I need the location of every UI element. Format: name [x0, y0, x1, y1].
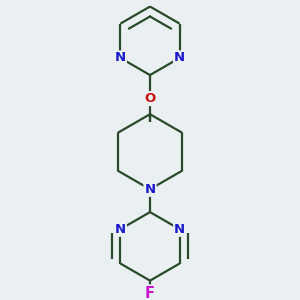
Text: N: N: [144, 183, 156, 196]
Text: O: O: [144, 92, 156, 105]
Text: N: N: [115, 51, 126, 64]
Text: F: F: [145, 286, 155, 300]
Text: N: N: [174, 223, 185, 236]
Text: N: N: [174, 51, 185, 64]
Text: N: N: [115, 223, 126, 236]
